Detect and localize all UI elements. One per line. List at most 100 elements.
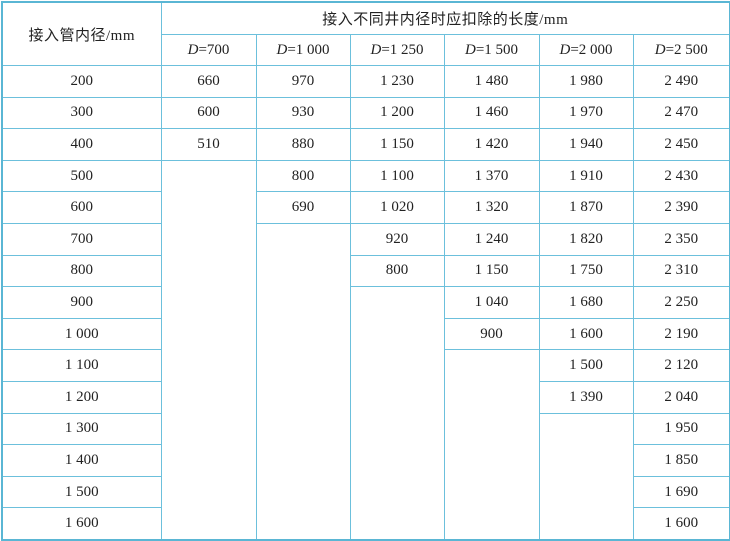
value-cell: 1 230 (349, 65, 445, 98)
column-value: =1 500 (475, 41, 519, 58)
value-cell: 1 200 (349, 96, 445, 130)
value-cell: 880 (255, 128, 351, 161)
value-cell: 1 690 (632, 475, 730, 509)
value-cell: 1 750 (538, 254, 634, 288)
value-cell: 600 (160, 96, 257, 130)
pipe-diameter-cell: 1 600 (1, 507, 162, 541)
empty-cell (160, 159, 257, 541)
pipe-diameter-cell: 1 500 (1, 475, 162, 509)
pipe-diameter-cell: 700 (1, 222, 162, 256)
pipe-diameter-cell: 1 000 (1, 317, 162, 351)
column-header-d: D=700 (160, 34, 257, 66)
value-cell: 2 040 (632, 380, 730, 414)
value-cell: 1 150 (349, 128, 445, 161)
pipe-diameter-cell: 1 100 (1, 349, 162, 382)
column-value: =700 (198, 41, 230, 58)
value-cell: 1 980 (538, 65, 634, 98)
value-cell: 1 850 (632, 444, 730, 477)
value-cell: 1 600 (538, 317, 634, 351)
value-cell: 1 500 (538, 349, 634, 382)
table-row: 1 200 1 390 2 040 (1, 380, 730, 414)
column-header-d: D=1 250 (349, 34, 445, 66)
table-row: 700 920 1 240 1 820 2 350 (1, 222, 730, 541)
value-cell: 1 680 (538, 286, 634, 319)
value-cell: 660 (160, 65, 257, 98)
value-cell: 2 350 (632, 222, 730, 256)
table-row: 400 510 880 1 150 1 420 1 940 2 450 (1, 128, 730, 161)
empty-cell (443, 349, 540, 541)
pipe-diameter-cell: 1 400 (1, 444, 162, 477)
empty-cell (538, 412, 634, 541)
column-var: D (464, 41, 476, 58)
column-header-d: D=1 000 (255, 34, 351, 66)
column-header-d: D=2 000 (538, 34, 634, 66)
column-var: D (559, 41, 571, 58)
column-value: =2 000 (570, 41, 613, 58)
value-cell: 900 (443, 317, 540, 351)
value-cell: 2 390 (632, 191, 730, 224)
table-row: 1 600 1 600 (1, 507, 730, 541)
value-cell: 510 (160, 128, 257, 161)
column-var: D (187, 41, 199, 58)
value-cell: 1 320 (443, 191, 540, 224)
column-value: =1 250 (381, 41, 424, 58)
value-cell: 2 250 (632, 286, 730, 319)
table-row: 1 000 900 1 600 2 190 (1, 317, 730, 351)
column-value: =2 500 (665, 41, 708, 58)
table-row: 900 1 040 1 680 2 250 (1, 286, 730, 541)
table-row: 1 500 1 690 (1, 475, 730, 509)
pipe-diameter-cell: 800 (1, 254, 162, 288)
value-cell: 1 040 (443, 286, 540, 319)
table-row: 800 800 1 150 1 750 2 310 (1, 254, 730, 288)
value-cell: 690 (255, 191, 351, 224)
group-header-deduction-length: 接入不同井内径时应扣除的长度/mm (160, 1, 730, 35)
table-row: 600 690 1 020 1 320 1 870 2 390 (1, 191, 730, 224)
value-cell: 1 420 (443, 128, 540, 161)
pipe-diameter-cell: 1 200 (1, 380, 162, 414)
value-cell: 1 940 (538, 128, 634, 161)
pipe-diameter-cell: 400 (1, 128, 162, 161)
value-cell: 1 150 (443, 254, 540, 288)
value-cell: 2 430 (632, 159, 730, 193)
row-header-pipe-diameter: 接入管内径/mm (1, 1, 162, 66)
pipe-diameter-cell: 300 (1, 96, 162, 130)
value-cell: 930 (255, 96, 351, 130)
table-row: 300 600 930 1 200 1 460 1 970 2 470 (1, 96, 730, 130)
column-var: D (654, 41, 666, 58)
column-value: =1 000 (287, 41, 330, 58)
column-var: D (370, 41, 382, 58)
value-cell: 1 970 (538, 96, 634, 130)
pipe-diameter-cell: 500 (1, 159, 162, 193)
column-var: D (276, 41, 288, 58)
value-cell: 2 120 (632, 349, 730, 382)
value-cell: 1 460 (443, 96, 540, 130)
column-header-d: D=1 500 (443, 34, 540, 66)
pipe-diameter-cell: 200 (1, 65, 162, 98)
empty-cell (349, 286, 445, 541)
value-cell: 1 020 (349, 191, 445, 224)
column-header-d: D=2 500 (632, 34, 730, 66)
pipe-diameter-cell: 600 (1, 191, 162, 224)
value-cell: 1 910 (538, 159, 634, 193)
value-cell: 1 600 (632, 507, 730, 541)
value-cell: 1 240 (443, 222, 540, 256)
value-cell: 1 820 (538, 222, 634, 256)
value-cell: 2 450 (632, 128, 730, 161)
value-cell: 1 100 (349, 159, 445, 193)
empty-cell (255, 222, 351, 541)
value-cell: 1 390 (538, 380, 634, 414)
value-cell: 1 370 (443, 159, 540, 193)
value-cell: 1 870 (538, 191, 634, 224)
value-cell: 800 (255, 159, 351, 193)
pipe-diameter-cell: 900 (1, 286, 162, 319)
value-cell: 800 (349, 254, 445, 288)
table-row: 1 300 1 950 (1, 412, 730, 541)
value-cell: 2 470 (632, 96, 730, 130)
value-cell: 1 950 (632, 412, 730, 446)
table-row: 500 800 1 100 1 370 1 910 2 430 (1, 159, 730, 541)
value-cell: 2 190 (632, 317, 730, 351)
value-cell: 2 310 (632, 254, 730, 288)
value-cell: 970 (255, 65, 351, 98)
value-cell: 2 490 (632, 65, 730, 98)
